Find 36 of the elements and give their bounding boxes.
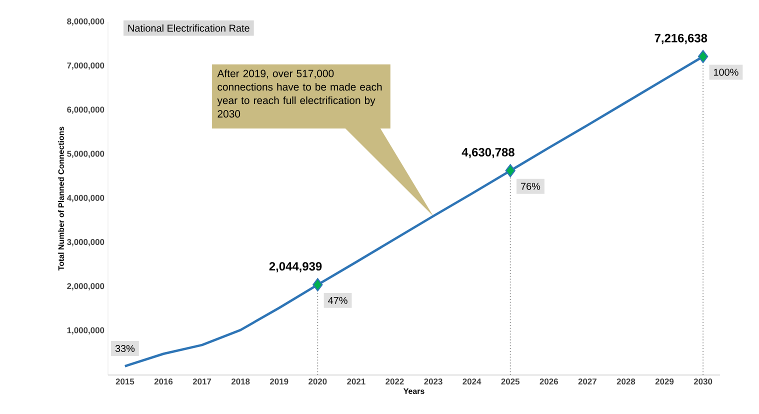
x-tick-label: 2027 [578, 378, 596, 385]
y-tick-label: 5,000,000 [67, 150, 104, 158]
x-tick-label: 2021 [347, 378, 366, 385]
y-tick-label: 6,000,000 [67, 106, 104, 114]
x-tick-label: 2022 [386, 378, 404, 385]
annotation: 33% [115, 344, 135, 352]
x-tick-label: 2020 [308, 378, 327, 385]
y-tick-label: 1,000,000 [67, 327, 104, 334]
x-tick-label: 2018 [231, 378, 250, 385]
y-tick-label: 2,000,000 [67, 283, 104, 290]
annotation: After 2019, over 517,000 connections have to be made each year to reach full electrification by 2030 [217, 70, 382, 118]
y-tick-label: 7,000,000 [67, 62, 104, 70]
x-tick-label: 2016 [154, 378, 173, 385]
point [698, 50, 708, 64]
x-tick-label: 2026 [540, 378, 558, 385]
annotation: 100% [714, 68, 738, 76]
chart-title: National Electrification Rate [128, 24, 250, 32]
y-tick-label: 8,000,000 [67, 18, 104, 26]
y-tick-label: 4,000,000 [66, 194, 104, 202]
annotation: 47% [328, 296, 348, 304]
x-tick-label: 2017 [192, 378, 212, 385]
x-tick-label: 2019 [270, 378, 288, 385]
x-tick-label: 2029 [655, 378, 674, 385]
annotation: 76% [521, 182, 540, 190]
y-tick-label: 3,000,000 [66, 239, 104, 246]
x-tick-label: 2023 [424, 378, 442, 385]
data-label: 7,216,638 [654, 34, 708, 44]
data-label: 2,044,939 [269, 262, 322, 272]
data-label: 4,630,788 [462, 148, 514, 158]
x-tick-label: 2015 [116, 378, 134, 385]
x-tick-label: 2028 [616, 378, 636, 385]
point [505, 164, 516, 178]
point [312, 278, 323, 292]
x-tick-label: 2024 [462, 378, 482, 385]
x-tick-label: 2030 [694, 378, 712, 385]
x-tick-label: 2025 [501, 378, 520, 385]
